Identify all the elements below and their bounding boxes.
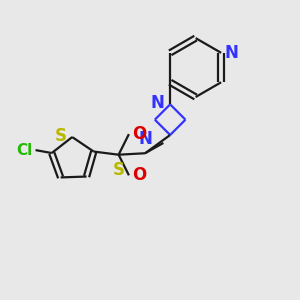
Text: O: O — [133, 125, 147, 143]
Text: Cl: Cl — [16, 142, 33, 158]
Text: S: S — [55, 127, 67, 145]
Text: N: N — [151, 94, 165, 112]
Text: N: N — [138, 130, 152, 148]
Text: N: N — [225, 44, 238, 62]
Text: S: S — [112, 161, 124, 179]
Text: O: O — [133, 166, 147, 184]
